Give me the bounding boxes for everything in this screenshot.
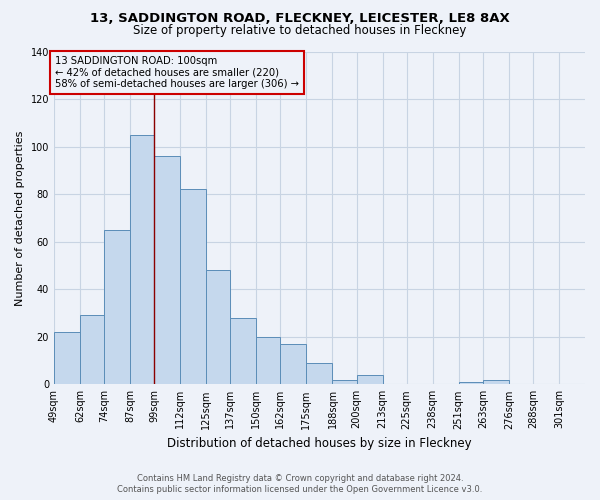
Bar [483,380,509,384]
Bar [459,382,483,384]
Text: Size of property relative to detached houses in Fleckney: Size of property relative to detached ho… [133,24,467,37]
X-axis label: Distribution of detached houses by size in Fleckney: Distribution of detached houses by size … [167,437,472,450]
Bar [180,190,206,384]
Text: 13 SADDINGTON ROAD: 100sqm
← 42% of detached houses are smaller (220)
58% of sem: 13 SADDINGTON ROAD: 100sqm ← 42% of deta… [55,56,299,90]
Text: Contains HM Land Registry data © Crown copyright and database right 2024.
Contai: Contains HM Land Registry data © Crown c… [118,474,482,494]
Bar [307,363,332,384]
Bar [104,230,130,384]
Bar [54,332,80,384]
Bar [280,344,307,385]
Bar [356,375,383,384]
Bar [332,380,356,384]
Text: 13, SADDINGTON ROAD, FLECKNEY, LEICESTER, LE8 8AX: 13, SADDINGTON ROAD, FLECKNEY, LEICESTER… [90,12,510,26]
Bar [256,337,280,384]
Bar [230,318,256,384]
Bar [130,134,154,384]
Bar [80,316,104,384]
Bar [206,270,230,384]
Bar [154,156,180,384]
Y-axis label: Number of detached properties: Number of detached properties [15,130,25,306]
